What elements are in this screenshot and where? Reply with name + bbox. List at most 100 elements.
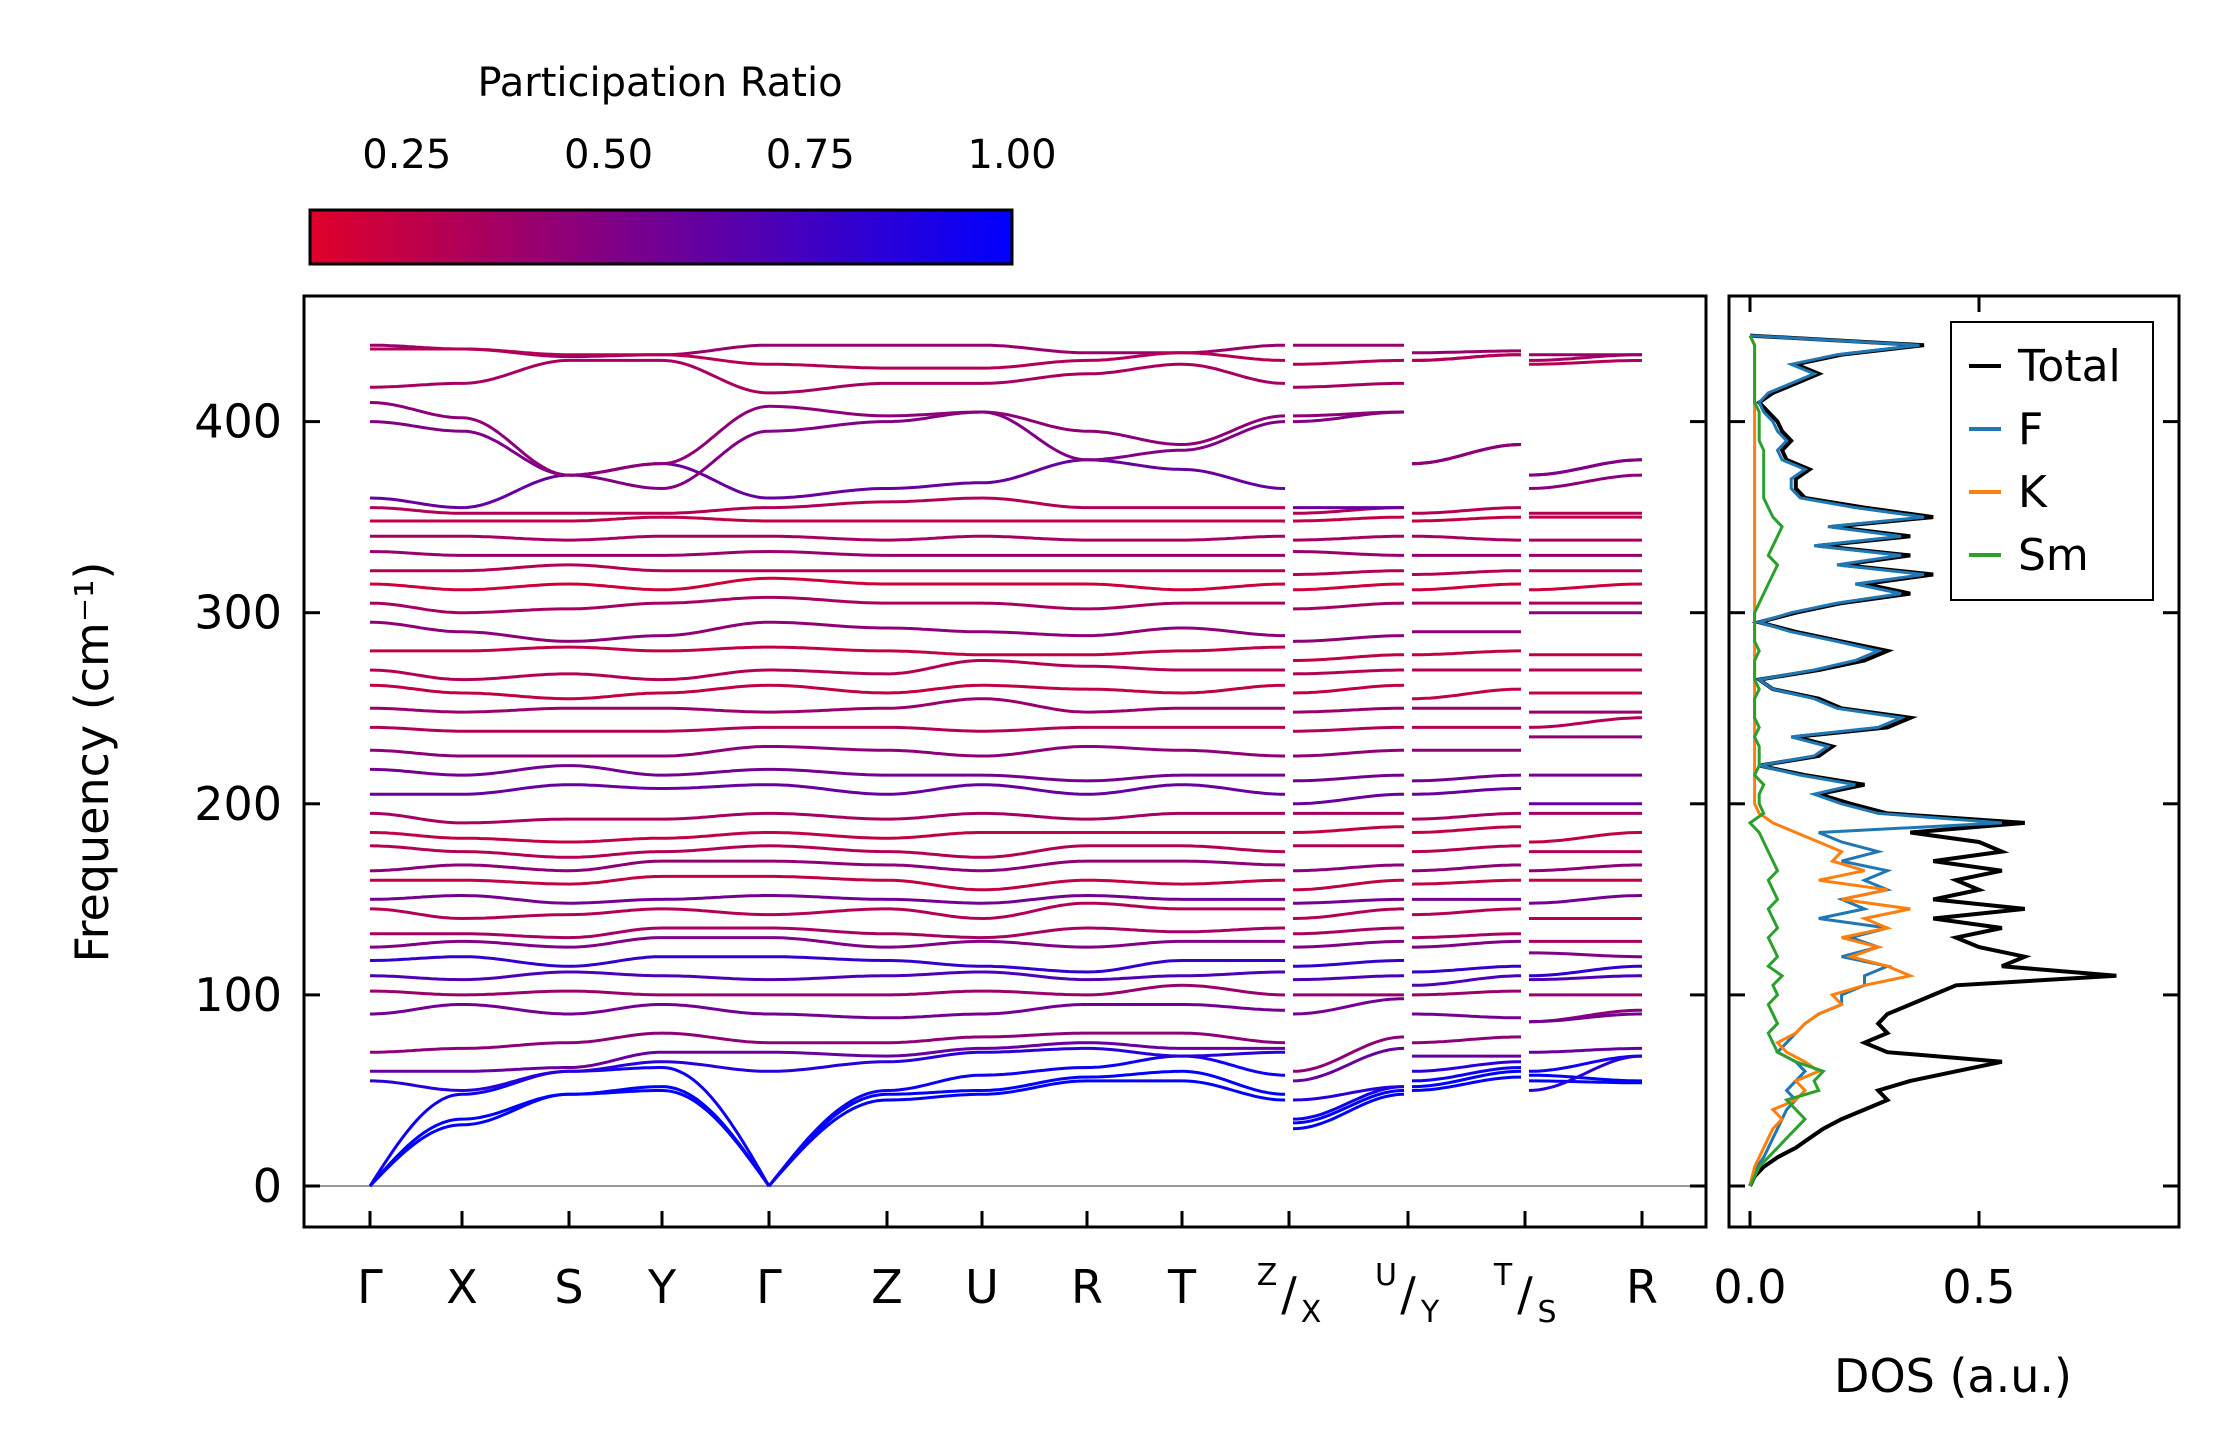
phonon-band-30 <box>1293 569 1404 576</box>
phonon-band-8 <box>982 970 1087 982</box>
phonon-band-0 <box>981 1079 1088 1096</box>
phonon-band-3 <box>1412 1060 1521 1073</box>
phonon-band-16 <box>982 844 1088 859</box>
phonon-band-9 <box>1086 959 1183 974</box>
dos-x-tick-label: 0.5 <box>1942 1260 2015 1314</box>
phonon-band-29 <box>1086 582 1183 592</box>
phonon-band-19 <box>662 783 769 790</box>
k-point-separator: / <box>1281 1267 1297 1321</box>
phonon-band-38 <box>1293 381 1404 389</box>
phonon-band-24 <box>1181 683 1286 695</box>
phonon-band-38 <box>461 358 570 385</box>
phonon-band-38 <box>661 358 770 395</box>
phonon-band-1 <box>1292 1089 1405 1125</box>
phonon-band-40 <box>982 358 1088 370</box>
phonon-band-32 <box>462 534 569 542</box>
k-point-label: T <box>1167 1260 1197 1314</box>
phonon-band-4 <box>1529 1046 1642 1054</box>
phonon-band-25 <box>982 659 1087 668</box>
phonon-band-40 <box>1182 351 1285 362</box>
phonon-band-16 <box>369 844 462 854</box>
phonon-band-1 <box>461 1092 570 1121</box>
k-point-separator: / <box>1400 1267 1416 1321</box>
phonon-band-19 <box>1182 783 1285 796</box>
phonon-band-8 <box>887 970 982 978</box>
phonon-band-8 <box>1412 974 1521 987</box>
phonon-band-8 <box>370 974 462 982</box>
phonon-band-12 <box>1087 901 1182 911</box>
phonon-band-18 <box>769 811 887 821</box>
phonon-band-17 <box>569 836 662 844</box>
phonon-band-6 <box>569 1003 662 1016</box>
phonon-band-19 <box>1087 783 1182 796</box>
phonon-band-24 <box>1292 683 1405 695</box>
phonon-band-33 <box>661 515 769 523</box>
phonon-band-16 <box>887 850 982 859</box>
phonon-band-2 <box>886 1073 982 1092</box>
phonon-band-21 <box>769 745 887 752</box>
phonon-band-3 <box>370 1079 463 1092</box>
phonon-band-28 <box>369 601 462 615</box>
phonon-band-24 <box>569 691 662 701</box>
phonon-band-11 <box>886 932 982 940</box>
phonon-band-12 <box>1292 907 1404 920</box>
phonon-band-7 <box>462 989 569 997</box>
phonon-band-27 <box>370 620 462 634</box>
phonon-band-26 <box>569 645 662 653</box>
phonon-band-16 <box>662 844 770 854</box>
colorbar-title: Participation Ratio <box>477 60 842 106</box>
phonon-band-34 <box>886 496 983 504</box>
phonon-band-15 <box>1529 863 1642 873</box>
dos-lines <box>1747 333 2117 1187</box>
phonon-band-5 <box>982 1031 1087 1039</box>
phonon-band-6 <box>370 1003 462 1016</box>
phonon-band-37 <box>768 404 888 418</box>
phonon-band-3 <box>982 1046 1087 1054</box>
phonon-band-0 <box>1181 1079 1286 1102</box>
phonon-band-26 <box>887 649 982 657</box>
phonon-band-27 <box>1292 634 1405 643</box>
legend-label-f: F <box>2018 404 2043 455</box>
phonon-band-38 <box>370 381 462 389</box>
phonon-band-18 <box>370 811 462 825</box>
phonon-band-8 <box>769 974 887 982</box>
phonon-band-1 <box>887 1089 982 1096</box>
phonon-band-25 <box>369 668 463 682</box>
phonon-band-11 <box>1087 926 1182 934</box>
phonon-band-0 <box>1411 1075 1521 1092</box>
phonon-band-5 <box>1412 1035 1522 1045</box>
phonon-band-32 <box>1412 534 1521 542</box>
phonon-band-2 <box>661 1066 771 1187</box>
phonon-band-36 <box>1181 420 1286 452</box>
phonon-band-37 <box>887 410 983 418</box>
phonon-band-37 <box>981 410 1088 433</box>
k-point-label: R <box>1071 1260 1103 1314</box>
phonon-band-27 <box>982 630 1087 638</box>
phonon-band-20 <box>981 773 1088 783</box>
phonon-band-17 <box>769 831 887 840</box>
phonon-band-31 <box>369 550 462 557</box>
phonon-band-35 <box>981 458 1088 485</box>
k-point-label: Z <box>871 1260 903 1314</box>
phonon-band-10 <box>370 939 462 949</box>
phonon-band-17 <box>887 831 982 840</box>
phonon-band-36 <box>568 473 663 490</box>
phonon-band-20 <box>1411 773 1522 783</box>
phonon-band-34 <box>769 500 887 510</box>
phonon-band-25 <box>462 672 569 682</box>
phonon-band-31 <box>662 550 770 557</box>
phonon-band-8 <box>462 970 569 982</box>
phonon-band-37 <box>369 401 463 420</box>
phonon-band-29 <box>1292 582 1405 592</box>
k-point-label-to: Y <box>1420 1295 1440 1330</box>
phonon-band-4 <box>982 1041 1087 1050</box>
phonon-band-13 <box>1293 897 1404 905</box>
phonon-band-27 <box>887 626 982 634</box>
k-point-label: U <box>965 1260 999 1314</box>
phonon-band-38 <box>1181 362 1286 385</box>
phonon-band-12 <box>981 901 1087 920</box>
dos-x-axis-label: DOS (a.u.) <box>1834 1349 2072 1403</box>
phonon-band-15 <box>887 863 982 873</box>
phonon-band-34 <box>662 506 769 515</box>
phonon-band-10 <box>1529 951 1642 959</box>
